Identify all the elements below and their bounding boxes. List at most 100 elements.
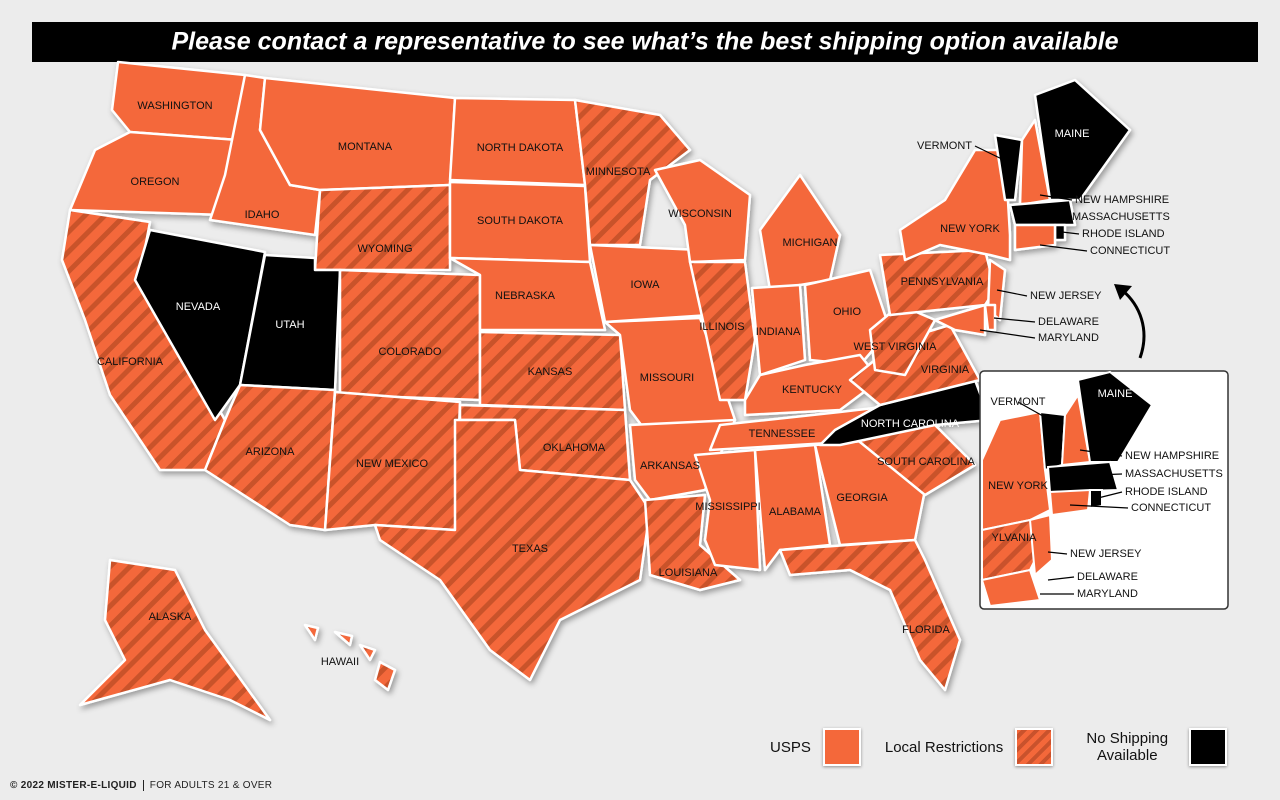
state-label: NORTH CAROLINA [861,418,960,430]
legend-label: Local Restrictions [884,738,1004,756]
state-label: CONNECTICUT [1090,245,1170,257]
inset: VERMONT MAINE NEW HAMPSHIRE MASSACHUSETTS NE… [979,370,1229,610]
state [313,183,452,272]
state-label: SOUTH CAROLINA [877,456,975,468]
state [1033,78,1132,202]
state-label: WYOMING [358,243,413,255]
state-label: UTAH [275,319,304,331]
state [818,378,992,447]
state [1013,223,1057,252]
title-banner [32,22,1258,62]
state-label: OKLAHOMA [543,442,606,454]
inset-state [1089,489,1103,510]
state-label: NEVADA [176,301,221,313]
state [203,383,337,532]
inset-state [1076,370,1154,463]
inset-label: RHODE ISLAND [1125,486,1208,498]
inset-arrow [1121,288,1146,359]
legend-swatch [1015,728,1054,766]
state-label: GEORGIA [836,492,888,504]
state-label: MICHIGAN [783,237,838,249]
state-label: VIRGINIA [921,364,970,376]
leader-line [996,289,1028,297]
inset-label: VERMONT [991,396,1046,408]
inset-label: NEW JERSEY [1070,548,1142,560]
legend-label: No Shipping Available [1086,730,1169,764]
state [993,133,1024,202]
leader-line [1047,576,1075,581]
state [303,623,397,692]
legend-item: USPS [770,728,861,766]
state-label: WEST VIRGINIA [854,341,938,353]
leader-line [1061,231,1080,235]
state [258,76,457,192]
legend-swatch [822,728,861,766]
state-label: ILLINOIS [699,321,744,333]
state-label: NEW YORK [940,223,1000,235]
state-label: VERMONT [917,140,972,152]
state-label: MAINE [1055,128,1090,140]
state-label: TENNESSEE [749,428,816,440]
inset-state [980,568,1042,608]
leader-line [993,317,1036,323]
state [778,538,962,692]
leader-line [1039,244,1088,252]
state-label: IOWA [631,279,661,291]
state [373,418,652,682]
state-label: NEW MEXICO [356,458,429,470]
state-label: COLORADO [379,346,442,358]
state-label: LOUISIANA [659,567,718,579]
state [338,268,482,402]
state [983,303,997,332]
leader-line [1079,449,1123,457]
state-label: MARYLAND [1038,332,1099,344]
leader-line [974,145,1009,163]
leader-line [979,329,1036,339]
states [60,60,1132,722]
state [898,148,1012,262]
inset-label: MAINE [1098,388,1133,400]
leader-line [1047,551,1068,555]
state-label: NEBRASKA [495,290,556,302]
footer-brand: © 2022 MISTER-E-LIQUID [10,780,144,791]
inset-label: MASSACHUSETTS [1125,468,1223,480]
legend: USPS Local Restrictions No Shipping Availa… [770,728,1228,766]
state-label: IDAHO [245,209,280,221]
state-label: FLORIDA [902,624,950,636]
state-label: OREGON [131,176,180,188]
state [573,98,692,247]
legend-swatch [1189,728,1228,766]
state-label: ARKANSAS [640,460,700,472]
state-labels: WASHINGTON OREGON CALIFORNIA NEVADA IDAHO MON… [97,100,1170,668]
inset-label: DELAWARE [1077,571,1138,583]
state-label: OHIO [833,306,862,318]
state [750,283,807,377]
leader-line [1054,214,1070,218]
state-label: WISCONSIN [668,208,732,220]
leader-line [1094,473,1123,476]
legend-label: USPS [770,738,811,756]
inset-label: NEW HAMPSHIRE [1125,450,1219,462]
inset-arrowhead [1114,284,1132,300]
state [448,256,607,332]
title: Please contact a representative to see w… [171,28,1118,56]
state-label: ALABAMA [769,506,822,518]
inset-state [1048,488,1092,517]
state-label: ARIZONA [246,446,296,458]
state-label: INDIANA [756,326,801,338]
footer-note: FOR ADULTS 21 & OVER [149,780,273,791]
state [78,558,272,722]
state [758,173,842,292]
leader-line [1017,401,1051,421]
state-label: KANSAS [528,366,573,378]
state-label: WASHINGTON [137,100,212,112]
state-label: MASSACHUSETTS [1072,211,1170,223]
inset-label: CONNECTICUT [1131,502,1211,514]
state-label: NEW HAMPSHIRE [1075,194,1169,206]
state-label: MISSISSIPPI [695,501,760,513]
state [933,303,987,337]
state [68,130,240,217]
inset-label: NEW YORK [988,480,1048,492]
state-label: PENNSYLVANIA [901,276,984,288]
